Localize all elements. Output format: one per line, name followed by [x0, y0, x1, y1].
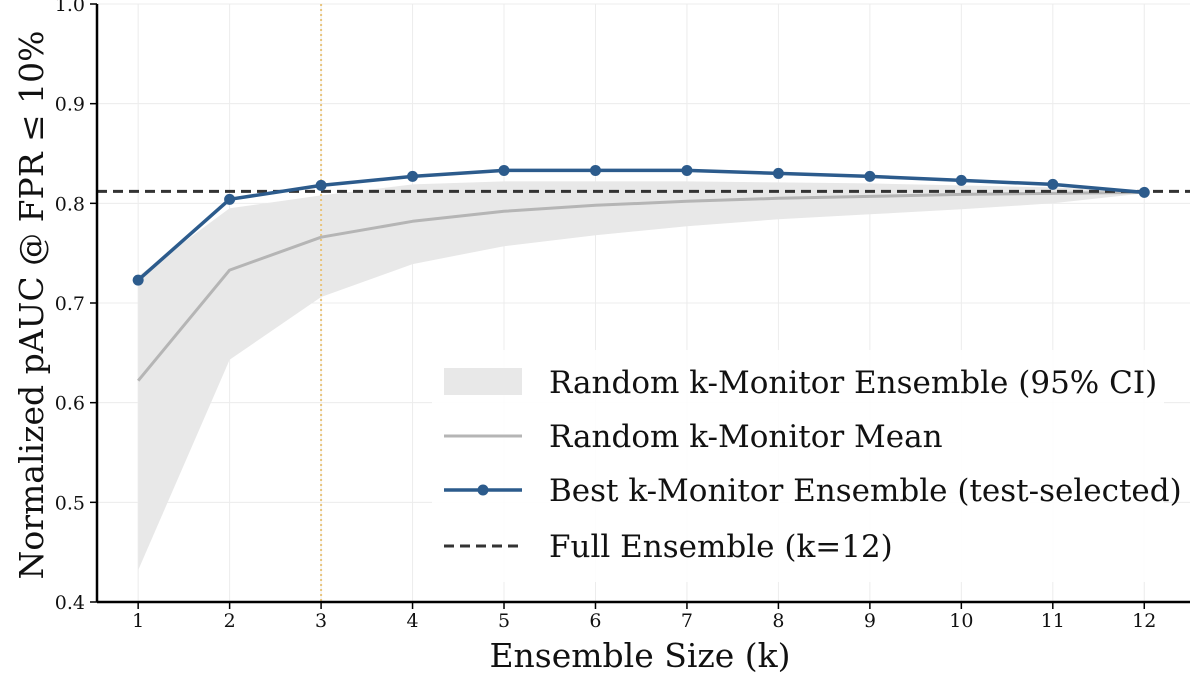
y-tick-label-0.4: 0.4 — [55, 592, 85, 614]
axes — [90, 3, 1190, 609]
best-ensemble-point-k8 — [772, 167, 784, 179]
x-tick-label-9: 9 — [864, 610, 876, 632]
best-ensemble-point-k10 — [955, 174, 967, 186]
ci-band-layer — [138, 181, 1145, 571]
legend-label-full-ensemble: Full Ensemble (k=12) — [549, 529, 893, 565]
y-tick-label-0.9: 0.9 — [55, 94, 85, 116]
x-tick-label-10: 10 — [949, 610, 973, 632]
best-ensemble-point-k1 — [132, 274, 144, 286]
x-tick-label-7: 7 — [681, 610, 693, 632]
legend-background — [432, 350, 1164, 582]
tick-labels: 1 2 3 4 5 6 7 8 9 10 11 120.40.50.60.70.80.91.0 — [55, 0, 1157, 632]
series-random-mean-line — [137, 190, 1145, 382]
y-tick-label-1.0: 1.0 — [55, 0, 85, 16]
best-ensemble-point-k3 — [315, 179, 327, 191]
legend: Random k-Monitor Ensemble (95% CI) Rando… — [432, 350, 1182, 582]
x-tick-label-5: 5 — [498, 610, 510, 632]
x-tick-label-12: 12 — [1132, 610, 1156, 632]
y-tick-label-0.7: 0.7 — [55, 293, 85, 315]
legend-item-full-ensemble: Full Ensemble (k=12) — [444, 529, 893, 565]
legend-swatch-ci-band — [444, 368, 522, 395]
legend-item-random-mean: Random k-Monitor Mean — [444, 419, 943, 455]
x-tick-label-1: 1 — [132, 610, 144, 632]
legend-item-ci-band: Random k-Monitor Ensemble (95% CI) — [444, 365, 1157, 401]
best-ensemble-point-k7 — [681, 164, 693, 176]
series-best-ensemble-line — [137, 168, 1145, 282]
best-ensemble-point-k12 — [1138, 186, 1150, 198]
x-tick-label-11: 11 — [1041, 610, 1065, 632]
best-ensemble-point-k11 — [1047, 178, 1059, 190]
x-tick-label-6: 6 — [589, 610, 601, 632]
legend-marker-best-ensemble — [477, 484, 489, 496]
best-ensemble-point-k2 — [224, 193, 236, 205]
best-ensemble-point-k6 — [589, 164, 601, 176]
legend-label-ci-band: Random k-Monitor Ensemble (95% CI) — [549, 365, 1157, 401]
series-layer — [97, 164, 1190, 382]
legend-label-best-ensemble: Best k-Monitor Ensemble (test-selected) — [549, 473, 1182, 509]
x-axis-label: Ensemble Size (k) — [489, 636, 790, 675]
x-tick-label-3: 3 — [315, 610, 327, 632]
best-ensemble-point-k5 — [498, 164, 510, 176]
x-tick-label-2: 2 — [224, 610, 236, 632]
legend-label-random-mean: Random k-Monitor Mean — [549, 419, 943, 455]
x-tick-label-8: 8 — [772, 610, 784, 632]
y-tick-label-0.8: 0.8 — [55, 193, 85, 215]
ci-band — [138, 181, 1145, 571]
best-ensemble-point-k4 — [407, 170, 419, 182]
best-ensemble-point-k9 — [864, 170, 876, 182]
y-tick-label-0.6: 0.6 — [55, 393, 85, 415]
x-tick-label-4: 4 — [407, 610, 419, 632]
y-tick-label-0.5: 0.5 — [55, 492, 85, 514]
y-axis-label: Normalized pAUC @ FPR ≤ 10% — [12, 30, 51, 579]
legend-item-best-ensemble: Best k-Monitor Ensemble (test-selected) — [444, 473, 1182, 509]
